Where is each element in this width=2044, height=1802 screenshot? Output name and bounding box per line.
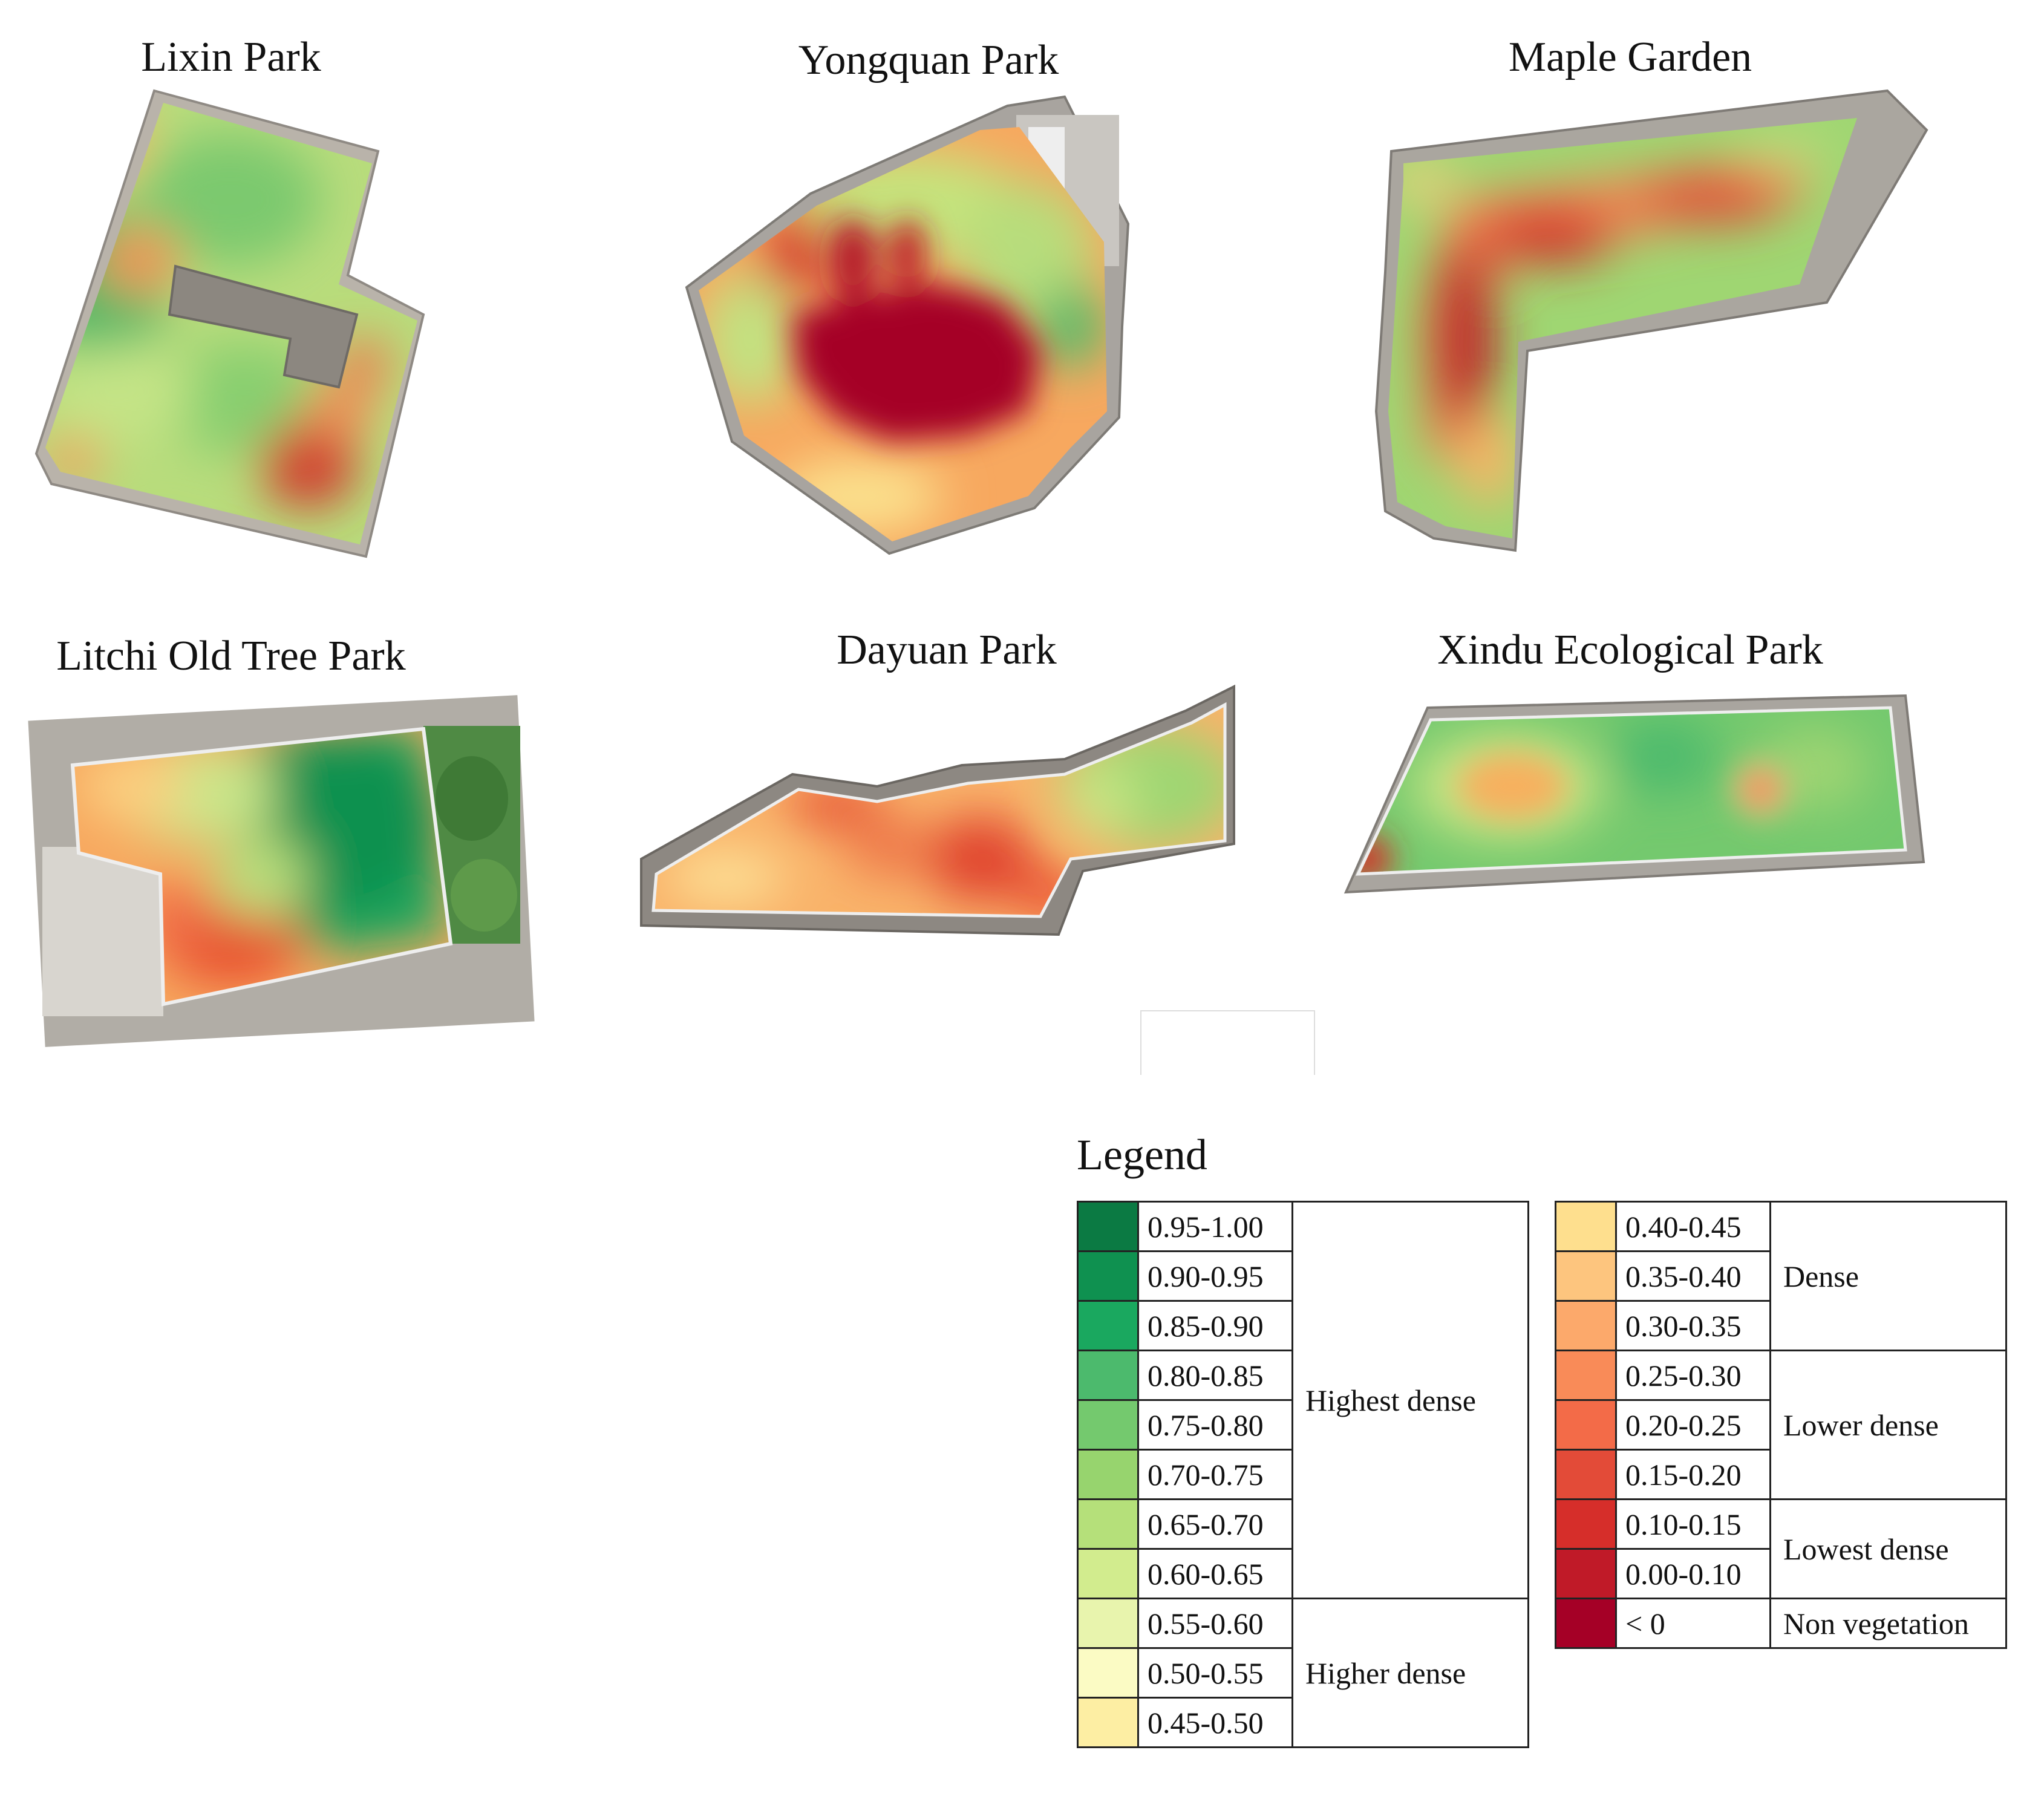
legend-range: 0.75-0.80	[1137, 1399, 1293, 1451]
empty-frame	[1140, 1010, 1315, 1075]
legend-row: 0.10-0.15 Lowest dense	[1555, 1498, 2007, 1599]
legend-swatch	[1555, 1548, 1617, 1599]
legend-row: 0.75-0.80	[1077, 1399, 1529, 1451]
legend-range: 0.45-0.50	[1137, 1697, 1293, 1748]
legend-range: 0.10-0.15	[1615, 1498, 1771, 1550]
map-yongquan-park	[685, 95, 1130, 555]
legend-row: 0.30-0.35	[1555, 1300, 2006, 1351]
park-title-litchi: Litchi Old Tree Park	[56, 633, 406, 679]
legend-swatch	[1077, 1647, 1139, 1699]
map-litchi-old-tree-park	[28, 695, 535, 1047]
legend-swatch	[1555, 1498, 1617, 1550]
map-lixin-park	[34, 89, 425, 558]
park-title-dayuan: Dayuan Park	[837, 627, 1057, 673]
legend-range: < 0	[1615, 1598, 1771, 1649]
legend-class: Highest dense	[1291, 1201, 1529, 1599]
legend-swatch	[1077, 1201, 1139, 1252]
legend-swatch	[1555, 1449, 1617, 1500]
park-title-maple: Maple Garden	[1508, 34, 1752, 80]
legend-range: 0.80-0.85	[1137, 1350, 1293, 1401]
legend-range: 0.30-0.35	[1615, 1300, 1771, 1351]
legend-range: 0.65-0.70	[1137, 1498, 1293, 1550]
legend-range: 0.90-0.95	[1137, 1250, 1293, 1302]
legend-swatch	[1555, 1350, 1617, 1401]
legend-range: 0.20-0.25	[1615, 1399, 1771, 1451]
legend-row: 0.55-0.60 Higher dense	[1077, 1598, 1529, 1748]
legend-row: 0.35-0.40	[1555, 1250, 2006, 1302]
legend-swatch	[1077, 1250, 1139, 1302]
legend-swatch	[1555, 1300, 1617, 1351]
map-xindu-ecological-park	[1344, 694, 1925, 894]
legend-range: 0.00-0.10	[1615, 1548, 1771, 1599]
legend-class: Dense	[1769, 1201, 2007, 1351]
legend-range: 0.50-0.55	[1137, 1647, 1293, 1699]
map-maple-garden	[1374, 89, 1928, 552]
legend-swatch	[1555, 1250, 1617, 1302]
map-dayuan-park	[640, 684, 1235, 936]
legend-swatch	[1555, 1399, 1617, 1451]
legend-row: 0.65-0.70	[1077, 1498, 1529, 1550]
legend-row: 0.60-0.65	[1077, 1548, 1529, 1599]
legend-row: 0.95-1.00 Highest dense	[1077, 1201, 1529, 1599]
park-title-lixin: Lixin Park	[141, 34, 321, 80]
legend-row: 0.25-0.30 Lower dense	[1555, 1350, 2007, 1500]
legend-range: 0.85-0.90	[1137, 1300, 1293, 1351]
legend-row: 0.40-0.45 Dense	[1555, 1201, 2007, 1351]
legend-row: 0.80-0.85	[1077, 1350, 1529, 1401]
legend-swatch	[1077, 1498, 1139, 1550]
legend-swatch	[1077, 1697, 1139, 1748]
legend-row: 0.50-0.55	[1077, 1647, 1529, 1699]
legend-swatch	[1555, 1598, 1617, 1649]
legend-class: Higher dense	[1291, 1598, 1529, 1748]
legend-table-left: 0.95-1.00 Highest dense 0.90-0.95 0.85-0.90…	[1077, 1201, 1529, 1748]
legend-row: 0.90-0.95	[1077, 1250, 1529, 1302]
legend-swatch	[1077, 1548, 1139, 1599]
legend-range: 0.40-0.45	[1615, 1201, 1771, 1252]
legend-range: 0.15-0.20	[1615, 1449, 1771, 1500]
park-title-yongquan: Yongquan Park	[798, 37, 1059, 83]
legend-row: 0.00-0.10	[1555, 1548, 2006, 1599]
legend-table-right: 0.40-0.45 Dense 0.35-0.40 0.30-0.35 0.25-0.3…	[1555, 1201, 2007, 1649]
legend-swatch	[1077, 1399, 1139, 1451]
legend-range: 0.70-0.75	[1137, 1449, 1293, 1500]
legend-row: 0.85-0.90	[1077, 1300, 1529, 1351]
legend-row: 0.45-0.50	[1077, 1697, 1529, 1748]
legend-row: 0.15-0.20	[1555, 1449, 2006, 1500]
legend-swatch	[1555, 1201, 1617, 1252]
legend-title: Legend	[1077, 1131, 1207, 1179]
legend-swatch	[1077, 1449, 1139, 1500]
legend-range: 0.95-1.00	[1137, 1201, 1293, 1252]
legend-range: 0.25-0.30	[1615, 1350, 1771, 1401]
legend-range: 0.55-0.60	[1137, 1598, 1293, 1649]
legend-swatch	[1077, 1350, 1139, 1401]
legend-class: Lowest dense	[1769, 1498, 2007, 1599]
park-title-xindu: Xindu Ecological Park	[1437, 627, 1823, 673]
legend-swatch	[1077, 1598, 1139, 1649]
legend-swatch	[1077, 1300, 1139, 1351]
legend-class: Non vegetation	[1769, 1598, 2007, 1649]
legend-row: 0.20-0.25	[1555, 1399, 2006, 1451]
legend-range: 0.60-0.65	[1137, 1548, 1293, 1599]
legend-row: 0.70-0.75	[1077, 1449, 1529, 1500]
legend-row: < 0 Non vegetation	[1555, 1598, 2007, 1649]
legend-range: 0.35-0.40	[1615, 1250, 1771, 1302]
legend-class: Lower dense	[1769, 1350, 2007, 1500]
